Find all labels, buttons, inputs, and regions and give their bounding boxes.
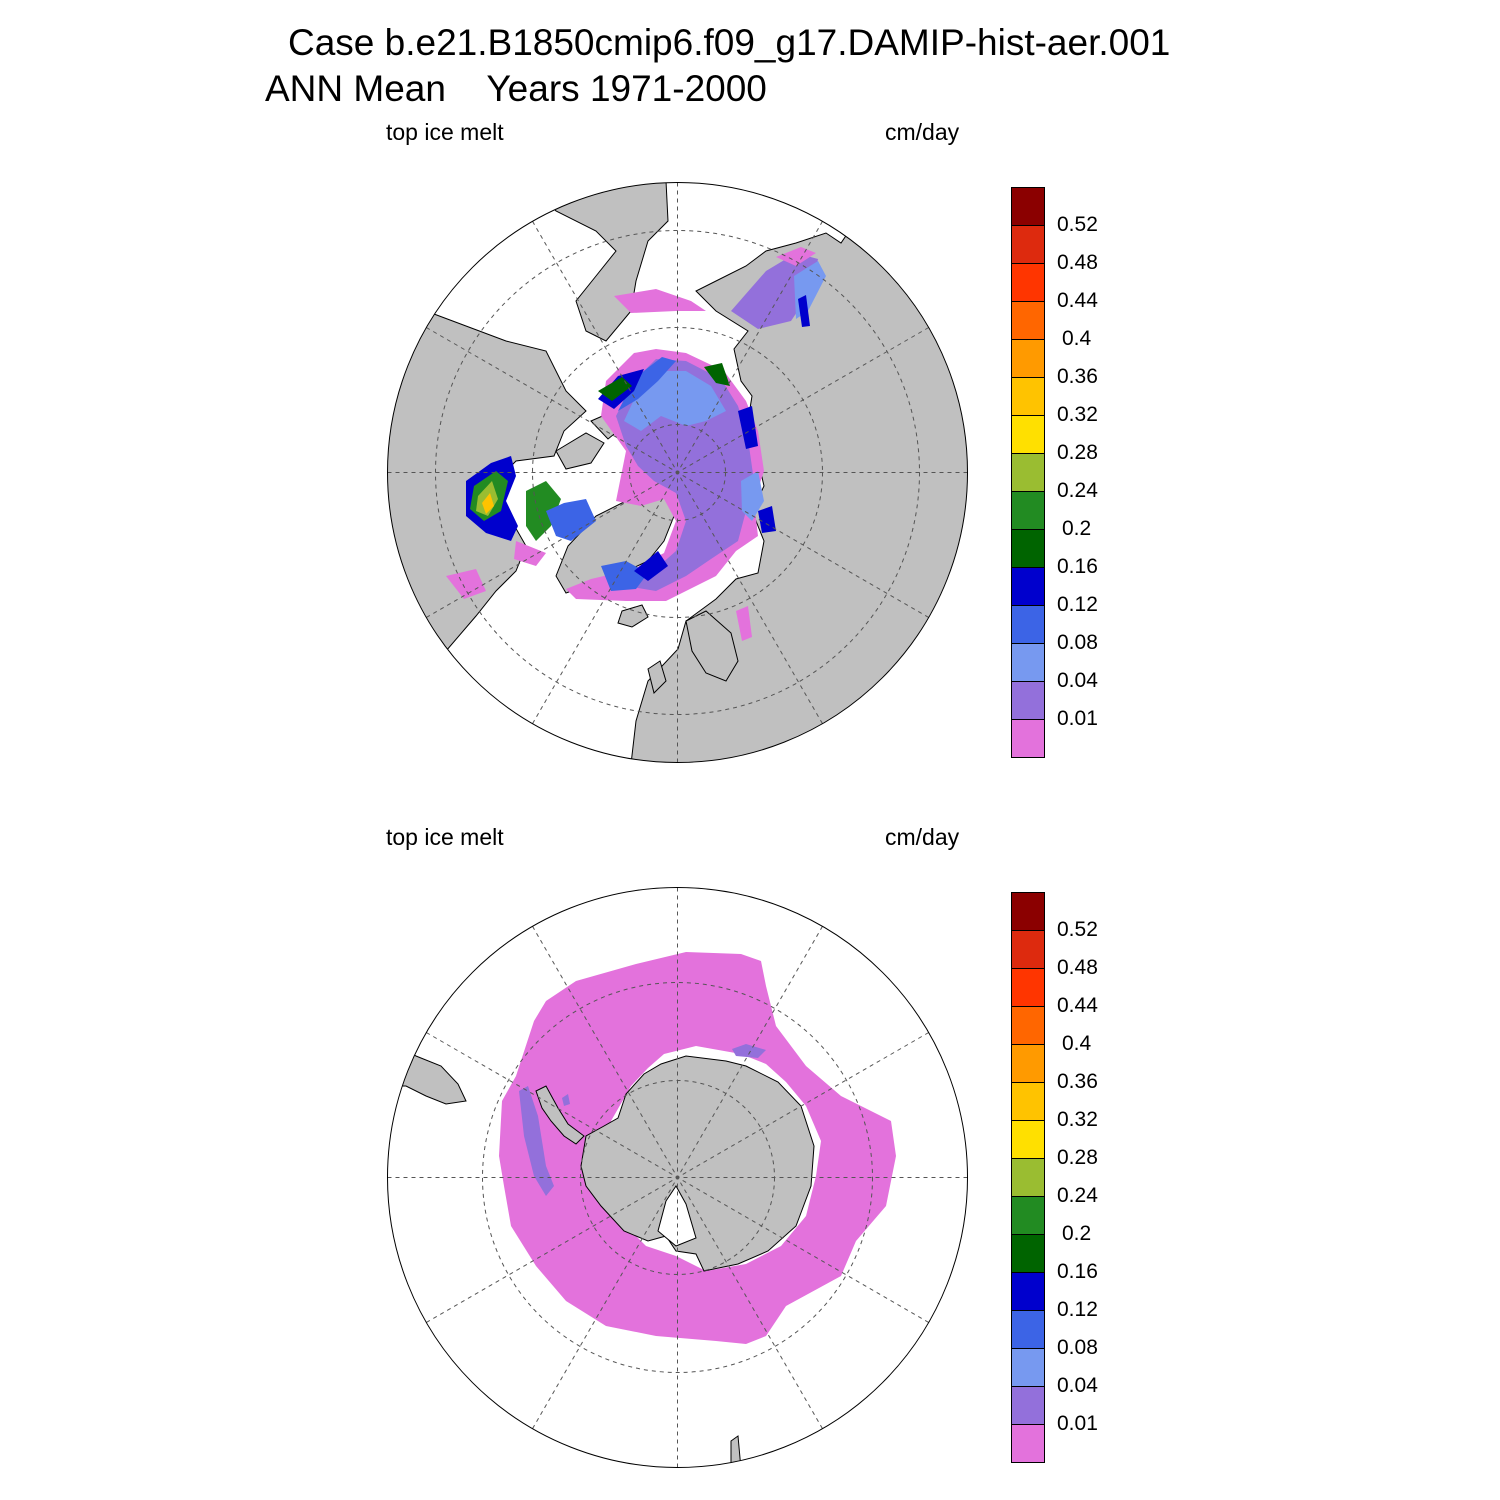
nh-colorbar-box bbox=[1011, 719, 1045, 758]
sh-colorbar-tick-label: 0.24 bbox=[1057, 1184, 1098, 1207]
sh-graticule bbox=[387, 887, 968, 1468]
nh-variable-label: top ice melt bbox=[386, 119, 504, 145]
nh-colorbar-tick-label: 0.36 bbox=[1057, 365, 1098, 388]
sh-colorbar-box bbox=[1011, 1082, 1045, 1121]
sh-units-label: cm/day bbox=[885, 824, 960, 850]
nh-colorbar-box bbox=[1011, 681, 1045, 720]
nh-units-label: cm/day bbox=[885, 119, 960, 145]
sh-colorbar-box bbox=[1011, 930, 1045, 969]
nh-colorbar-box bbox=[1011, 529, 1045, 568]
nh-colorbar-box bbox=[1011, 301, 1045, 340]
sh-polar-map bbox=[387, 887, 968, 1468]
figure-title-period: ANN Mean Years 1971-2000 bbox=[265, 68, 767, 109]
nh-polar-map bbox=[387, 182, 968, 763]
sh-colorbar-box bbox=[1011, 1310, 1045, 1349]
sh-colorbar-tick-label: 0.16 bbox=[1057, 1260, 1098, 1283]
sh-colorbar-box bbox=[1011, 1044, 1045, 1083]
nh-colorbar bbox=[1011, 187, 1046, 758]
nh-melt-field bbox=[446, 247, 826, 641]
nh-colorbar-box bbox=[1011, 377, 1045, 416]
sh-colorbar-box bbox=[1011, 1120, 1045, 1159]
sh-colorbar-box bbox=[1011, 1424, 1045, 1463]
sh-colorbar-tick-label: 0.28 bbox=[1057, 1146, 1098, 1169]
nh-colorbar-tick-label: 0.12 bbox=[1057, 593, 1098, 616]
nh-colorbar-tick-label: 0.2 bbox=[1062, 517, 1092, 540]
nh-colorbar-tick-label: 0.48 bbox=[1057, 251, 1098, 274]
sh-colorbar-box bbox=[1011, 1234, 1045, 1273]
sh-colorbar-box bbox=[1011, 1272, 1045, 1311]
nh-colorbar-box bbox=[1011, 187, 1045, 226]
nh-colorbar-tick-label: 0.52 bbox=[1057, 213, 1098, 236]
nh-colorbar-box bbox=[1011, 339, 1045, 378]
sh-colorbar-tick-label: 0.12 bbox=[1057, 1298, 1098, 1321]
nh-colorbar-tick-label: 0.4 bbox=[1062, 327, 1092, 350]
sh-colorbar-tick-label: 0.32 bbox=[1057, 1108, 1098, 1131]
sh-colorbar-tick-label: 0.04 bbox=[1057, 1374, 1098, 1397]
sh-colorbar-tick-label: 0.08 bbox=[1057, 1336, 1098, 1359]
sh-colorbar-tick-label: 0.48 bbox=[1057, 956, 1098, 979]
sh-colorbar-box bbox=[1011, 892, 1045, 931]
sh-colorbar-tick-label: 0.2 bbox=[1062, 1222, 1092, 1245]
nh-colorbar-tick-label: 0.28 bbox=[1057, 441, 1098, 464]
nh-colorbar-box bbox=[1011, 225, 1045, 264]
nh-colorbar-box bbox=[1011, 567, 1045, 606]
sh-colorbar-tick-label: 0.01 bbox=[1057, 1412, 1098, 1435]
nh-colorbar-box bbox=[1011, 643, 1045, 682]
sh-colorbar-box bbox=[1011, 968, 1045, 1007]
nh-colorbar-box bbox=[1011, 453, 1045, 492]
nh-colorbar-box bbox=[1011, 415, 1045, 454]
figure-title-case: Case b.e21.B1850cmip6.f09_g17.DAMIP-hist… bbox=[288, 22, 1171, 63]
sh-colorbar-tick-label: 0.52 bbox=[1057, 918, 1098, 941]
nh-colorbar-tick-label: 0.08 bbox=[1057, 631, 1098, 654]
nh-graticule bbox=[387, 182, 968, 763]
nh-colorbar-tick-label: 0.16 bbox=[1057, 555, 1098, 578]
sh-colorbar-box bbox=[1011, 1158, 1045, 1197]
sh-colorbar-box bbox=[1011, 1386, 1045, 1425]
sh-colorbar-box bbox=[1011, 1348, 1045, 1387]
nh-colorbar-box bbox=[1011, 491, 1045, 530]
nh-colorbar-tick-label: 0.01 bbox=[1057, 707, 1098, 730]
sh-colorbar bbox=[1011, 892, 1046, 1463]
sh-variable-label: top ice melt bbox=[386, 824, 504, 850]
nh-colorbar-tick-label: 0.24 bbox=[1057, 479, 1098, 502]
sh-colorbar-box bbox=[1011, 1006, 1045, 1045]
sh-colorbar-tick-label: 0.44 bbox=[1057, 994, 1098, 1017]
sh-colorbar-tick-label: 0.36 bbox=[1057, 1070, 1098, 1093]
sh-colorbar-tick-label: 0.4 bbox=[1062, 1032, 1092, 1055]
nh-colorbar-tick-label: 0.32 bbox=[1057, 403, 1098, 426]
nh-colorbar-tick-label: 0.44 bbox=[1057, 289, 1098, 312]
nh-colorbar-tick-label: 0.04 bbox=[1057, 669, 1098, 692]
nh-colorbar-box bbox=[1011, 605, 1045, 644]
nh-colorbar-box bbox=[1011, 263, 1045, 302]
sh-colorbar-box bbox=[1011, 1196, 1045, 1235]
